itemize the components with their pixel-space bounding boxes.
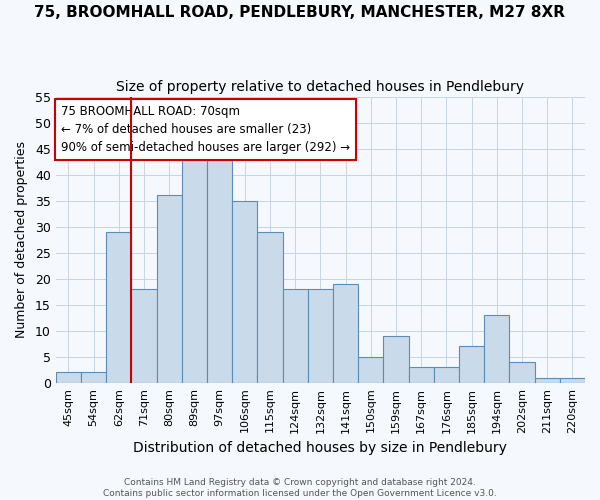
Bar (383, 336, 409, 383)
Bar (484, 315, 509, 383)
Bar (308, 289, 333, 383)
Text: 75 BROOMHALL ROAD: 70sqm
← 7% of detached houses are smaller (23)
90% of semi-de: 75 BROOMHALL ROAD: 70sqm ← 7% of detache… (61, 105, 350, 154)
Bar (131, 289, 157, 383)
Bar (232, 200, 257, 383)
Bar (333, 284, 358, 383)
Bar (409, 367, 434, 383)
Bar (535, 378, 560, 383)
X-axis label: Distribution of detached houses by size in Pendlebury: Distribution of detached houses by size … (133, 441, 508, 455)
Bar (106, 232, 131, 383)
Bar (56, 372, 81, 383)
Bar (434, 367, 459, 383)
Title: Size of property relative to detached houses in Pendlebury: Size of property relative to detached ho… (116, 80, 524, 94)
Bar (283, 289, 308, 383)
Bar (157, 196, 182, 383)
Bar (257, 232, 283, 383)
Bar (459, 346, 484, 383)
Bar (81, 372, 106, 383)
Text: Contains HM Land Registry data © Crown copyright and database right 2024.
Contai: Contains HM Land Registry data © Crown c… (103, 478, 497, 498)
Bar (358, 357, 383, 383)
Bar (560, 378, 585, 383)
Bar (182, 154, 207, 383)
Y-axis label: Number of detached properties: Number of detached properties (15, 141, 28, 338)
Bar (207, 144, 232, 383)
Bar (509, 362, 535, 383)
Text: 75, BROOMHALL ROAD, PENDLEBURY, MANCHESTER, M27 8XR: 75, BROOMHALL ROAD, PENDLEBURY, MANCHEST… (35, 5, 566, 20)
